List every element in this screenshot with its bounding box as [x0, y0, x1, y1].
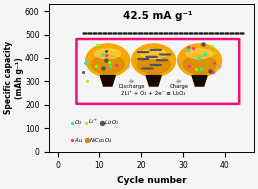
- Text: Discharge: Discharge: [119, 84, 145, 89]
- Ellipse shape: [137, 56, 170, 74]
- Text: Charge: Charge: [170, 84, 189, 89]
- Ellipse shape: [183, 56, 216, 74]
- Text: 42.5 mA g⁻¹: 42.5 mA g⁻¹: [123, 11, 192, 21]
- Y-axis label: Specific capacity
(mAh g⁻¹): Specific capacity (mAh g⁻¹): [4, 41, 23, 114]
- Ellipse shape: [142, 68, 153, 69]
- Ellipse shape: [187, 49, 213, 59]
- Ellipse shape: [146, 56, 157, 57]
- Ellipse shape: [178, 44, 221, 77]
- Ellipse shape: [132, 44, 176, 77]
- Text: 2Li⁺ + O₂ + 2e⁻ ≡ Li₂O₂: 2Li⁺ + O₂ + 2e⁻ ≡ Li₂O₂: [121, 91, 186, 96]
- Ellipse shape: [141, 49, 167, 59]
- X-axis label: Cycle number: Cycle number: [117, 176, 186, 185]
- Ellipse shape: [150, 49, 162, 50]
- Legend: $Au$, $NiCo_2O_4$: $Au$, $NiCo_2O_4$: [68, 134, 115, 147]
- Ellipse shape: [156, 60, 168, 61]
- Polygon shape: [100, 76, 115, 86]
- Ellipse shape: [137, 59, 149, 60]
- Ellipse shape: [159, 54, 171, 55]
- Ellipse shape: [86, 44, 130, 77]
- Ellipse shape: [137, 52, 149, 53]
- Polygon shape: [192, 76, 207, 86]
- Polygon shape: [146, 76, 161, 86]
- Ellipse shape: [91, 56, 124, 74]
- Ellipse shape: [95, 49, 121, 59]
